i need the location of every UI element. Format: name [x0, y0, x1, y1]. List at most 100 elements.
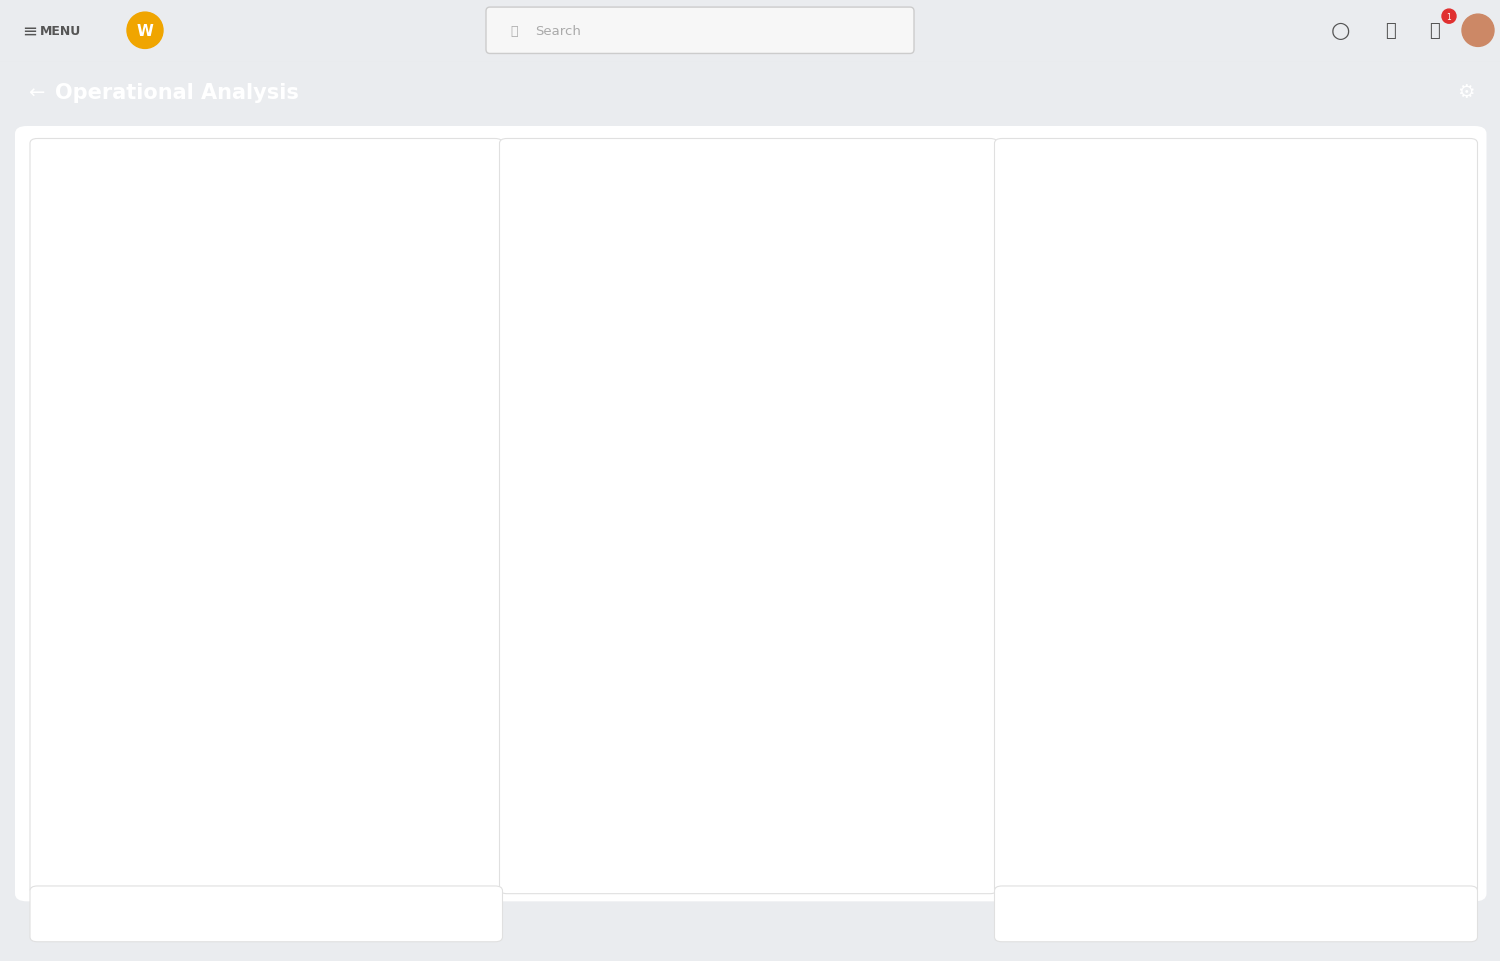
Text: Ledger Account Reconciliation Assignments: Ledger Account Reconciliation Assignment…	[1030, 548, 1268, 558]
Text: Supplier Spend by Category: Supplier Spend by Category	[1026, 907, 1202, 921]
Text: ▭: ▭	[1020, 182, 1035, 196]
Text: 30000 Office of COO: 30000 Office of COO	[310, 811, 393, 820]
Text: >: >	[1446, 269, 1456, 283]
Text: $48,579,824: $48,579,824	[189, 358, 345, 379]
Text: >: >	[1446, 455, 1456, 467]
Text: ⚙⚙: ⚙⚙	[422, 172, 441, 182]
Wedge shape	[308, 467, 374, 538]
Text: ⚙⚙: ⚙⚙	[922, 172, 940, 182]
FancyBboxPatch shape	[280, 663, 306, 689]
Text: >: >	[1446, 685, 1456, 698]
Text: >: >	[1446, 501, 1456, 513]
Bar	[762, 224, 802, 538]
Wedge shape	[186, 480, 254, 549]
Text: Consolidated Income Statement: Consolidated Income Statement	[1030, 317, 1206, 327]
Wedge shape	[364, 403, 432, 463]
FancyBboxPatch shape	[534, 577, 560, 594]
Text: ⚙: ⚙	[1456, 84, 1474, 102]
Text: Operating Expenses by Cost Center: Operating Expenses by Cost Center	[1030, 779, 1225, 789]
Text: P&L by Quarter: Y/Y: P&L by Quarter: Y/Y	[526, 172, 663, 185]
Circle shape	[1462, 15, 1494, 47]
FancyBboxPatch shape	[280, 803, 306, 829]
Text: AR Aging Analysis: AR Aging Analysis	[1030, 456, 1128, 466]
Bar	[908, 215, 948, 538]
Wedge shape	[124, 441, 186, 497]
Text: >: >	[1446, 362, 1456, 375]
Bar	[696, 357, 736, 538]
Bar	[657, 314, 696, 538]
Text: ≡: ≡	[22, 22, 38, 40]
Text: ▭: ▭	[1020, 643, 1035, 658]
FancyBboxPatch shape	[280, 757, 306, 782]
Text: Balance Sheet Reports: Balance Sheet Reports	[1056, 405, 1226, 418]
FancyBboxPatch shape	[56, 617, 81, 642]
Bar	[591, 345, 632, 538]
Text: $26,179,544: $26,179,544	[668, 727, 729, 737]
Wedge shape	[100, 320, 164, 368]
Text: Total: Total	[537, 612, 578, 626]
Text: $234,602,145: $234,602,145	[594, 612, 676, 626]
Text: $22,231,840: $22,231,840	[794, 727, 855, 737]
Text: 1: 1	[1446, 12, 1452, 22]
Wedge shape	[267, 214, 428, 348]
Text: ⚙⚙: ⚙⚙	[1414, 909, 1431, 919]
Text: Income Statement - 5 Qtr Trend: Income Statement - 5 Qtr Trend	[1030, 225, 1203, 234]
Text: 71200 Field Sales - North America: 71200 Field Sales - North America	[310, 671, 447, 679]
Text: W: W	[136, 24, 153, 38]
FancyBboxPatch shape	[486, 8, 914, 55]
Text: >: >	[1446, 824, 1456, 837]
Text: 🔔: 🔔	[1384, 22, 1395, 40]
Text: 36100 Consulting Services - North America: 36100 Consulting Services - North Americ…	[86, 717, 260, 727]
FancyBboxPatch shape	[534, 544, 560, 562]
Text: >: >	[1446, 777, 1456, 790]
Wedge shape	[376, 372, 435, 413]
FancyBboxPatch shape	[56, 710, 81, 736]
Text: $25,757,347: $25,757,347	[668, 804, 729, 815]
FancyBboxPatch shape	[280, 617, 306, 642]
Text: Monthly Reporting Binder: Monthly Reporting Binder	[1056, 174, 1250, 187]
Wedge shape	[99, 361, 158, 403]
Text: More (4): More (4)	[1030, 363, 1075, 373]
FancyBboxPatch shape	[56, 663, 81, 689]
Text: 2021 - Standard Corporate Schedule: 2021 - Standard Corporate Schedule	[566, 548, 758, 558]
Text: 60000 Office of CIO: 60000 Office of CIO	[86, 811, 165, 820]
Text: 70000 Sales Executive Mgmt: 70000 Sales Executive Mgmt	[310, 764, 428, 773]
Text: $21,067,662: $21,067,662	[794, 804, 855, 815]
Text: 34000 Facilities: 34000 Facilities	[310, 624, 374, 632]
Text: 10000 Office of CEO: 10000 Office of CEO	[310, 717, 393, 727]
FancyBboxPatch shape	[510, 637, 987, 692]
Circle shape	[1442, 10, 1456, 24]
Text: 72200 Marketing Communications: 72200 Marketing Communications	[86, 624, 225, 632]
Text: Net Income from Operations - Outlined: Net Income from Operations - Outlined	[1030, 732, 1243, 743]
Text: ⚙⚙: ⚙⚙	[440, 909, 458, 919]
Text: Consolidated Trial Balance Report: Consolidated Trial Balance Report	[1030, 271, 1214, 281]
Text: $48,411,3: $48,411,3	[910, 727, 958, 737]
Text: Q1: Q1	[525, 727, 542, 737]
Wedge shape	[144, 457, 213, 530]
Text: More (3): More (3)	[1030, 594, 1075, 604]
Wedge shape	[106, 416, 174, 472]
FancyBboxPatch shape	[56, 757, 81, 782]
Text: More (2): More (2)	[1030, 825, 1075, 835]
Text: ←: ←	[28, 84, 45, 102]
Text: Actual vs Budget vs Prior Year: Actual vs Budget vs Prior Year	[1030, 686, 1192, 697]
Text: $46,825,0: $46,825,0	[910, 804, 958, 815]
Text: >: >	[1446, 315, 1456, 329]
Text: 🔍: 🔍	[510, 25, 518, 37]
Text: 40000 Office of CHRO: 40000 Office of CHRO	[86, 764, 174, 773]
Circle shape	[128, 13, 164, 49]
Text: Q2: Q2	[525, 804, 542, 815]
Text: Income Statement Reports: Income Statement Reports	[1056, 636, 1257, 649]
Text: Operational Analysis: Operational Analysis	[56, 83, 298, 103]
Bar	[867, 203, 907, 538]
Text: MENU: MENU	[40, 25, 81, 37]
Wedge shape	[100, 396, 162, 433]
Text: >: >	[1446, 547, 1456, 559]
Text: ▭: ▭	[1020, 412, 1035, 428]
Text: >: >	[1446, 731, 1456, 744]
FancyBboxPatch shape	[56, 803, 81, 829]
Text: Revenue per Headcount: Revenue per Headcount	[60, 907, 211, 921]
Bar	[802, 319, 842, 538]
Wedge shape	[124, 214, 267, 323]
Text: ○: ○	[1330, 21, 1350, 41]
